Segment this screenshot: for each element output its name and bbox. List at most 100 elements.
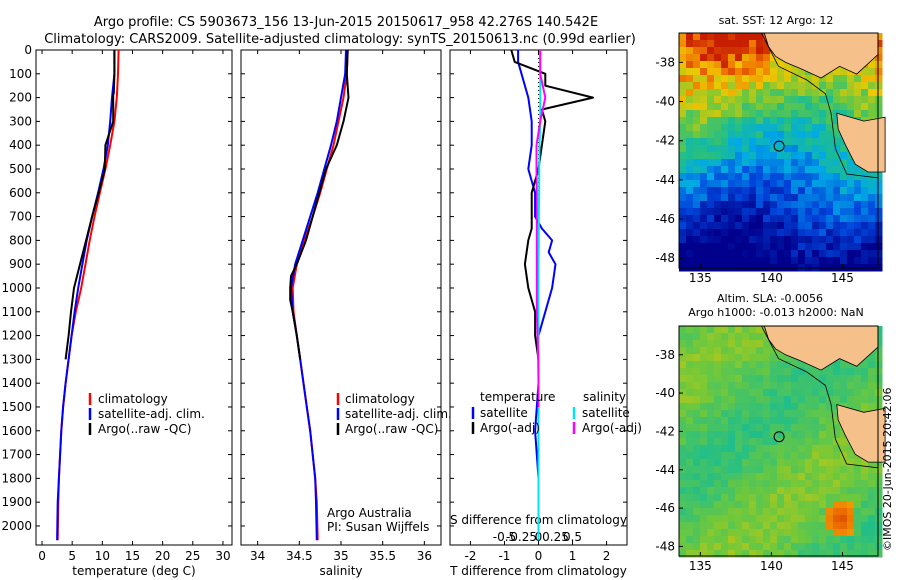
map-cell	[714, 138, 722, 146]
map-cell	[700, 431, 708, 439]
map-cell	[840, 110, 848, 118]
map-cell	[679, 396, 687, 404]
map-cell	[700, 382, 708, 390]
map-cell	[742, 96, 750, 104]
map-cell	[798, 522, 806, 530]
map-cell	[770, 515, 778, 523]
s-tick-label: 0.25	[542, 530, 569, 544]
map-cell	[798, 389, 806, 397]
map-cell	[735, 480, 743, 488]
map-cell	[756, 375, 764, 383]
map-cell	[714, 438, 722, 446]
map-cell	[861, 361, 869, 369]
map-cell	[868, 501, 876, 509]
map-cell	[812, 152, 820, 160]
map-cell	[805, 424, 813, 432]
map-cell	[833, 494, 841, 502]
map-cell	[805, 501, 813, 509]
map-cell	[840, 236, 848, 244]
map-cell	[679, 508, 687, 516]
map-cell	[812, 424, 820, 432]
map-cell	[868, 201, 876, 209]
map-cell	[854, 173, 862, 181]
map-cell	[798, 110, 806, 118]
shelf-contour	[761, 32, 879, 179]
map-cell	[791, 75, 799, 83]
map-cell	[721, 40, 729, 48]
map-cell	[770, 508, 778, 516]
map-cell	[812, 417, 820, 425]
map-cell	[854, 257, 862, 265]
map-cell	[693, 110, 701, 118]
map-cell	[819, 515, 827, 523]
map-cell	[791, 543, 799, 551]
map-cell	[707, 501, 715, 509]
map-cell	[714, 508, 722, 516]
map-cell	[756, 494, 764, 502]
map-cell	[707, 459, 715, 467]
map-cell	[749, 250, 757, 258]
map-cell	[791, 131, 799, 139]
map-cell	[854, 459, 862, 467]
map-cell	[749, 145, 757, 153]
map-cell	[763, 96, 771, 104]
map-cell	[791, 550, 799, 558]
map-cell	[693, 417, 701, 425]
landmass-tasmania	[836, 112, 886, 173]
map-cell	[700, 47, 708, 55]
map-cell	[700, 410, 708, 418]
map-cell	[700, 333, 708, 341]
map-cell	[826, 117, 834, 125]
map-cell	[777, 515, 785, 523]
map-cell	[798, 515, 806, 523]
map-cell	[826, 89, 834, 97]
map-cell	[721, 333, 729, 341]
map-cell	[707, 480, 715, 488]
map-cell	[798, 494, 806, 502]
map-cell	[826, 543, 834, 551]
map-cell	[679, 40, 687, 48]
map-cell	[840, 187, 848, 195]
map-cell	[819, 473, 827, 481]
map-frame	[678, 32, 879, 269]
map-cell	[826, 466, 834, 474]
map-cell	[861, 487, 869, 495]
map-cell	[721, 347, 729, 355]
map-cell	[868, 110, 876, 118]
map-cell	[728, 389, 736, 397]
map-cell	[875, 361, 883, 369]
map-cell	[777, 543, 785, 551]
map-cell	[861, 508, 869, 516]
map-cell	[875, 487, 883, 495]
map-cell	[728, 68, 736, 76]
map-cell	[714, 257, 722, 265]
temperature-legend: climatology satellite-adj. clim. Argo(..…	[88, 392, 205, 436]
map-cell	[805, 110, 813, 118]
map-cell	[777, 361, 785, 369]
map-cell	[840, 536, 848, 544]
map-cell	[875, 61, 883, 69]
map-cell	[784, 187, 792, 195]
map-cell	[798, 124, 806, 132]
map-cell	[833, 368, 841, 376]
map-cell	[721, 201, 729, 209]
map-cell	[749, 389, 757, 397]
map-cell	[868, 257, 876, 265]
map-cell	[875, 389, 883, 397]
map-cell	[805, 229, 813, 237]
map-cell	[833, 431, 841, 439]
map-cell	[819, 250, 827, 258]
map-cell	[854, 396, 862, 404]
map-cell	[742, 424, 750, 432]
map-cell	[819, 201, 827, 209]
map-cell	[777, 375, 785, 383]
map-cell	[700, 445, 708, 453]
map-cell	[791, 110, 799, 118]
map-cell	[749, 89, 757, 97]
sla-map: 135 140 145-38-40-42-44-46-48	[655, 325, 886, 573]
map-cell	[791, 166, 799, 174]
map-cell	[742, 473, 750, 481]
map-cell	[847, 459, 855, 467]
map-cell	[854, 522, 862, 530]
legend-heading-temperature: temperature	[480, 390, 555, 404]
